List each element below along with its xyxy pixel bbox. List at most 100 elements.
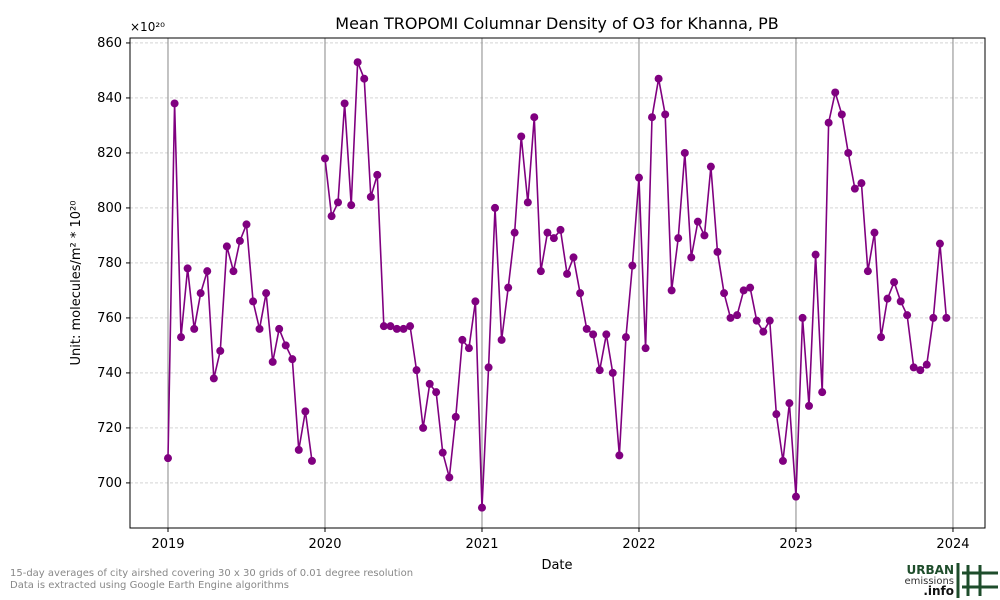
data-point: [177, 333, 186, 342]
data-point: [419, 423, 428, 432]
data-point: [883, 294, 892, 303]
x-tick-label: 2024: [936, 537, 969, 552]
data-point: [477, 503, 486, 512]
data-point: [451, 412, 460, 421]
data-point: [288, 355, 297, 364]
data-point: [464, 344, 473, 353]
data-point: [831, 88, 840, 97]
data-point: [569, 253, 578, 262]
data-point: [549, 234, 558, 243]
data-point: [183, 264, 192, 273]
chart-title: Mean TROPOMI Columnar Density of O3 for …: [335, 14, 778, 33]
data-point: [687, 253, 696, 262]
data-point: [301, 407, 310, 416]
data-point: [366, 192, 375, 201]
data-point: [307, 456, 316, 465]
data-point: [209, 374, 218, 383]
data-point: [242, 220, 251, 229]
data-point: [929, 313, 938, 322]
data-point: [484, 363, 493, 372]
x-tick-label: 2020: [308, 537, 341, 552]
data-point: [196, 289, 205, 298]
data-point: [406, 322, 415, 331]
data-point: [458, 335, 467, 344]
data-point: [523, 198, 532, 207]
data-point: [327, 212, 336, 221]
data-point: [275, 324, 284, 333]
data-point: [602, 330, 611, 339]
data-point: [347, 201, 356, 210]
data-point: [170, 99, 179, 108]
data-point: [281, 341, 290, 350]
data-point: [942, 313, 951, 322]
data-point: [589, 330, 598, 339]
data-point: [877, 333, 886, 342]
data-point: [706, 162, 715, 171]
data-point: [471, 297, 480, 306]
data-point: [320, 154, 329, 163]
data-point: [654, 74, 663, 83]
data-point: [353, 58, 362, 67]
y-tick-label: 740: [97, 366, 122, 381]
y-tick-label: 780: [97, 256, 122, 271]
data-point: [765, 316, 774, 325]
data-point: [340, 99, 349, 108]
data-point: [216, 346, 225, 355]
data-point: [379, 322, 388, 331]
data-point: [392, 324, 401, 333]
data-point: [491, 203, 500, 212]
data-point: [922, 360, 931, 369]
y-tick-label: 720: [97, 421, 122, 436]
data-point: [268, 357, 277, 366]
data-point: [739, 286, 748, 295]
y-tick-label: 760: [97, 311, 122, 326]
data-point: [543, 228, 552, 237]
footnote: 15-day averages of city airshed covering…: [10, 568, 413, 579]
logo-text: .info: [923, 584, 954, 598]
data-point: [661, 110, 670, 119]
y-axis-label: Unit: molecules/m² * 10²⁰: [69, 201, 84, 366]
data-point: [850, 184, 859, 193]
footnote: Data is extracted using Google Earth Eng…: [10, 580, 289, 591]
plot-frame: [129, 37, 986, 529]
y-tick-label: 820: [97, 146, 122, 161]
data-point: [386, 322, 395, 331]
y-tick-label: 840: [97, 91, 122, 106]
data-point: [229, 267, 238, 276]
data-point: [680, 148, 689, 157]
data-point: [772, 410, 781, 419]
data-point: [746, 283, 755, 292]
data-point: [425, 379, 434, 388]
data-point: [334, 198, 343, 207]
data-point: [621, 333, 630, 342]
data-point: [863, 267, 872, 276]
data-point: [903, 311, 912, 320]
data-point: [648, 113, 657, 122]
x-tick-label: 2023: [779, 537, 812, 552]
data-point: [294, 445, 303, 454]
x-axis-label: Date: [541, 558, 572, 573]
data-point: [857, 179, 866, 188]
y-offset-label: ×10²⁰: [130, 20, 165, 34]
data-point: [798, 313, 807, 322]
data-point: [909, 363, 918, 372]
data-point: [262, 289, 271, 298]
data-point: [576, 289, 585, 298]
data-point: [373, 170, 382, 179]
data-point: [634, 173, 643, 182]
data-point: [628, 261, 637, 270]
data-point: [837, 110, 846, 119]
data-point: [249, 297, 258, 306]
data-point: [916, 366, 925, 375]
data-point: [595, 366, 604, 375]
data-point: [608, 368, 617, 377]
data-point: [870, 228, 879, 237]
data-point: [641, 344, 650, 353]
data-point: [733, 311, 742, 320]
data-point: [720, 289, 729, 298]
data-point: [667, 286, 676, 295]
data-point: [693, 217, 702, 226]
data-point: [497, 335, 506, 344]
data-point: [504, 283, 513, 292]
